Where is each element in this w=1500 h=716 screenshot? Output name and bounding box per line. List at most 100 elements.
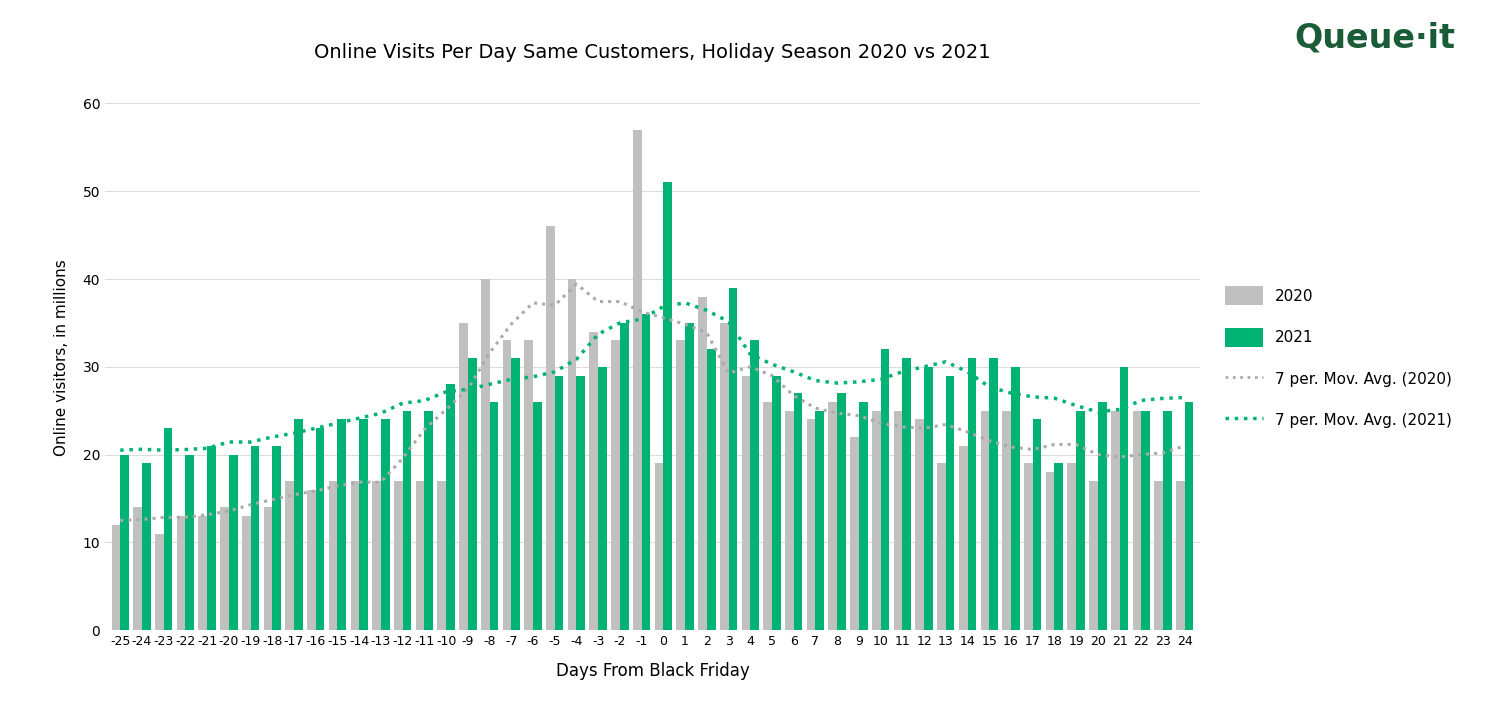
Bar [512,358,520,630]
Legend: 2020, 2021, 7 per. Mov. Avg. (2020), 7 per. Mov. Avg. (2021): 2020, 2021, 7 per. Mov. Avg. (2020), 7 p… [1218,280,1458,436]
Bar [663,183,672,630]
Bar [1024,463,1032,630]
Bar [1046,472,1054,630]
Bar [1185,402,1194,630]
Bar [134,507,142,630]
Bar [315,428,324,630]
Bar [1054,463,1064,630]
Bar [894,411,903,630]
Bar [686,323,694,630]
Bar [120,455,129,630]
Bar [416,481,424,630]
Bar [394,481,402,630]
Bar [438,481,446,630]
Bar [871,411,880,630]
Bar [1162,411,1172,630]
Bar [381,420,390,630]
Bar [1002,411,1011,630]
Bar [264,507,273,630]
Y-axis label: Online visitors, in millions: Online visitors, in millions [54,260,69,456]
Bar [981,411,990,630]
Bar [308,490,315,630]
Bar [1142,411,1150,630]
Bar [251,446,260,630]
Bar [446,384,454,630]
Bar [576,376,585,630]
Bar [676,340,686,630]
Bar [859,402,867,630]
Bar [958,446,968,630]
Bar [610,340,620,630]
Bar [915,420,924,630]
Bar [351,481,358,630]
Bar [807,420,816,630]
Bar [142,463,150,630]
Bar [633,130,642,630]
Bar [772,376,780,630]
Bar [1176,481,1185,630]
Bar [546,226,555,630]
Bar [1011,367,1020,630]
Bar [903,358,910,630]
Bar [230,455,237,630]
Bar [525,340,532,630]
Text: Queue·it: Queue·it [1294,21,1455,54]
Bar [482,279,489,630]
Bar [990,358,998,630]
Bar [568,279,576,630]
Bar [358,420,368,630]
Bar [285,481,294,630]
Bar [816,411,824,630]
Bar [1089,481,1098,630]
Bar [1119,367,1128,630]
Bar [598,367,608,630]
Bar [294,420,303,630]
Bar [837,393,846,630]
Bar [328,481,338,630]
Bar [164,428,172,630]
Bar [590,332,598,630]
Bar [924,367,933,630]
Bar [1155,481,1162,630]
Bar [968,358,976,630]
Bar [468,358,477,630]
Bar [532,402,542,630]
Bar [741,376,750,630]
Bar [794,393,802,630]
Bar [111,525,120,630]
Bar [764,402,772,630]
Bar [946,376,954,630]
Bar [720,323,729,630]
Bar [784,411,794,630]
Bar [338,420,346,630]
Bar [372,481,381,630]
X-axis label: Days From Black Friday: Days From Black Friday [555,662,750,679]
Bar [273,446,280,630]
Bar [1098,402,1107,630]
Bar [1112,411,1119,630]
Bar [503,340,512,630]
Bar [828,402,837,630]
Bar [642,314,651,630]
Bar [424,411,433,630]
Bar [555,376,564,630]
Title: Online Visits Per Day Same Customers, Holiday Season 2020 vs 2021: Online Visits Per Day Same Customers, Ho… [314,43,992,62]
Bar [729,288,736,630]
Bar [220,507,230,630]
Bar [1032,420,1041,630]
Bar [620,323,628,630]
Bar [154,533,164,630]
Bar [1068,463,1076,630]
Bar [186,455,194,630]
Bar [654,463,663,630]
Bar [177,516,186,630]
Bar [402,411,411,630]
Bar [1076,411,1084,630]
Bar [880,349,890,630]
Bar [242,516,250,630]
Bar [750,340,759,630]
Bar [850,437,859,630]
Bar [459,323,468,630]
Bar [489,402,498,630]
Bar [198,516,207,630]
